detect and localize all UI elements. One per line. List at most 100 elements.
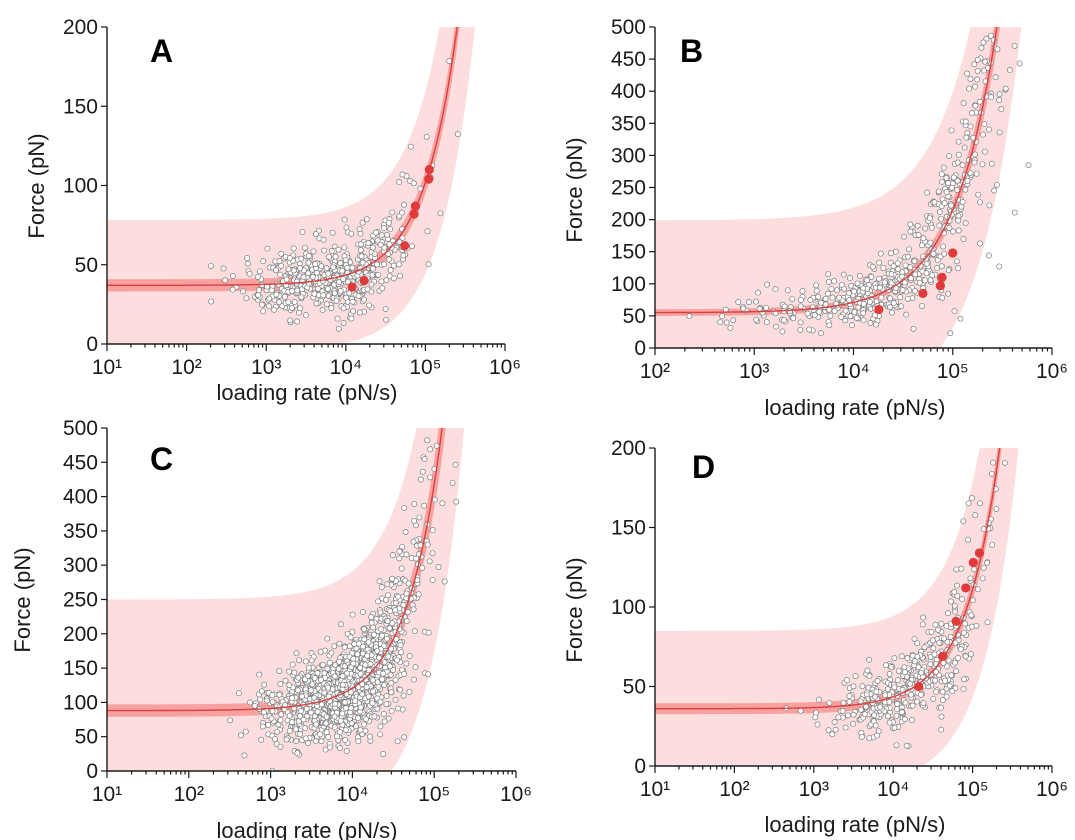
data-point [943,174,950,181]
data-point [305,253,312,259]
data-point [864,277,870,284]
data-point [387,267,394,274]
data-point [1001,459,1008,466]
data-point [343,748,350,754]
data-point [285,266,292,273]
data-point [411,628,418,635]
data-point [834,287,840,294]
data-point [366,733,373,740]
data-point [302,735,309,742]
data-point [371,713,378,720]
data-point [297,305,304,312]
panel-a-ylabel: Force (pN) [24,133,49,238]
data-point [772,286,779,293]
data-point [856,272,863,279]
data-point [913,698,920,705]
data-point [797,296,804,303]
data-point [289,661,296,668]
data-point [256,268,263,275]
data-point [254,273,261,280]
data-point [382,305,389,312]
data-point [384,635,390,642]
data-point [954,582,960,589]
mean-point [424,165,434,175]
data-point [385,219,392,226]
data-point [357,664,364,671]
y-tick-label: 100 [63,691,98,714]
panel-b: 0 50 100 150 200 250 300 350 400 450 500 10² 10³ 10⁴ 1… [562,16,1068,420]
data-point [877,250,884,257]
data-point [356,226,363,232]
data-point [341,663,348,670]
data-point [278,711,285,718]
y-tick-label: 150 [611,241,646,264]
panel-b-letter: B [680,33,703,69]
data-point [355,293,362,300]
data-point [812,714,819,721]
data-point [899,686,906,693]
data-point [876,259,883,266]
data-point [359,691,366,698]
data-point [933,668,939,675]
data-point [386,256,393,263]
data-point [410,606,417,613]
data-point [383,701,390,708]
data-point [326,253,332,260]
data-point [871,712,878,719]
data-point [351,641,358,647]
data-point [426,558,433,565]
data-point [882,692,888,699]
data-point [955,227,962,234]
data-point [376,578,383,585]
data-point [874,732,880,739]
data-point [385,653,392,660]
data-point [874,677,881,684]
data-point [385,715,392,722]
data-point [939,178,945,185]
data-point [945,267,952,274]
data-point [266,295,273,302]
data-point [887,304,894,311]
data-point [383,277,390,284]
data-point [368,281,375,288]
data-point [340,305,347,312]
data-point [341,216,348,223]
data-point [382,596,389,603]
data-point [411,500,418,507]
data-point [838,281,845,288]
data-point [454,131,461,138]
panel-b-ylabel: Force (pN) [562,137,587,242]
data-point [959,162,966,169]
data-point [807,297,814,303]
data-point [258,688,265,695]
data-point [308,687,314,694]
data-point [919,302,925,309]
data-point [967,123,974,130]
data-point [427,474,434,481]
y-tick-label: 450 [63,451,98,474]
data-point [278,250,285,257]
data-point [392,676,399,683]
data-point [368,614,375,620]
data-point [980,131,987,138]
fit-line [655,27,998,314]
data-point [799,288,806,295]
data-point [994,46,1001,53]
data-point [259,723,266,730]
data-point [1011,42,1018,49]
data-point [877,704,884,711]
data-point [889,309,895,316]
data-point [321,689,328,696]
data-point [861,711,868,718]
data-point [400,252,407,259]
data-point [901,279,908,286]
data-point [389,209,396,216]
y-tick-label: 200 [63,623,98,646]
data-point [982,58,988,65]
data-point [350,308,357,315]
data-point [953,668,960,675]
data-point [946,224,953,231]
data-point [976,500,983,507]
data-point [895,667,902,674]
data-point [947,633,954,640]
